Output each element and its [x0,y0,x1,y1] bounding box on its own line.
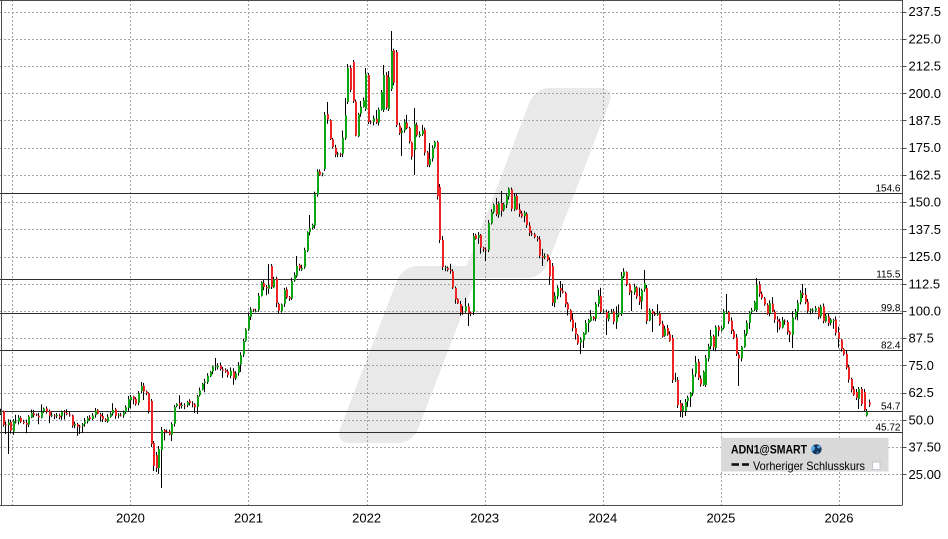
svg-text:37.50: 37.50 [909,440,942,455]
svg-text:2021: 2021 [234,511,263,526]
svg-text:125.0: 125.0 [909,249,942,264]
svg-text:2022: 2022 [352,511,381,526]
svg-text:87.5: 87.5 [909,331,934,346]
svg-text:137.5: 137.5 [909,222,942,237]
svg-text:Vorheriger Schlusskurs: Vorheriger Schlusskurs [753,459,865,473]
svg-text:212.5: 212.5 [909,59,942,74]
svg-text:112.5: 112.5 [909,276,941,291]
svg-text:54.7: 54.7 [881,401,901,412]
svg-text:225.0: 225.0 [909,31,942,46]
svg-text:82.4: 82.4 [881,341,901,352]
svg-text:2025: 2025 [706,511,735,526]
svg-text:175.0: 175.0 [909,140,942,155]
svg-text:200.0: 200.0 [909,86,942,101]
svg-text:115.5: 115.5 [876,269,901,280]
svg-text:100.0: 100.0 [909,304,942,319]
svg-text:25.00: 25.00 [909,467,942,482]
svg-text:62.5: 62.5 [909,385,934,400]
svg-text:2026: 2026 [825,511,854,526]
svg-text:162.5: 162.5 [909,167,942,182]
svg-text:50.0: 50.0 [909,412,934,427]
svg-text:2020: 2020 [116,511,145,526]
svg-text:154.6: 154.6 [875,184,900,195]
svg-text:45.72: 45.72 [875,423,900,434]
svg-text:ADN1@SMART: ADN1@SMART [731,443,808,457]
svg-text:75.0: 75.0 [909,358,934,373]
svg-text:99.8: 99.8 [881,303,901,314]
svg-text:2024: 2024 [588,511,617,526]
svg-text:237.5: 237.5 [909,4,942,19]
svg-text:150.0: 150.0 [909,195,942,210]
svg-text:187.5: 187.5 [909,113,942,128]
svg-text:2023: 2023 [470,511,499,526]
